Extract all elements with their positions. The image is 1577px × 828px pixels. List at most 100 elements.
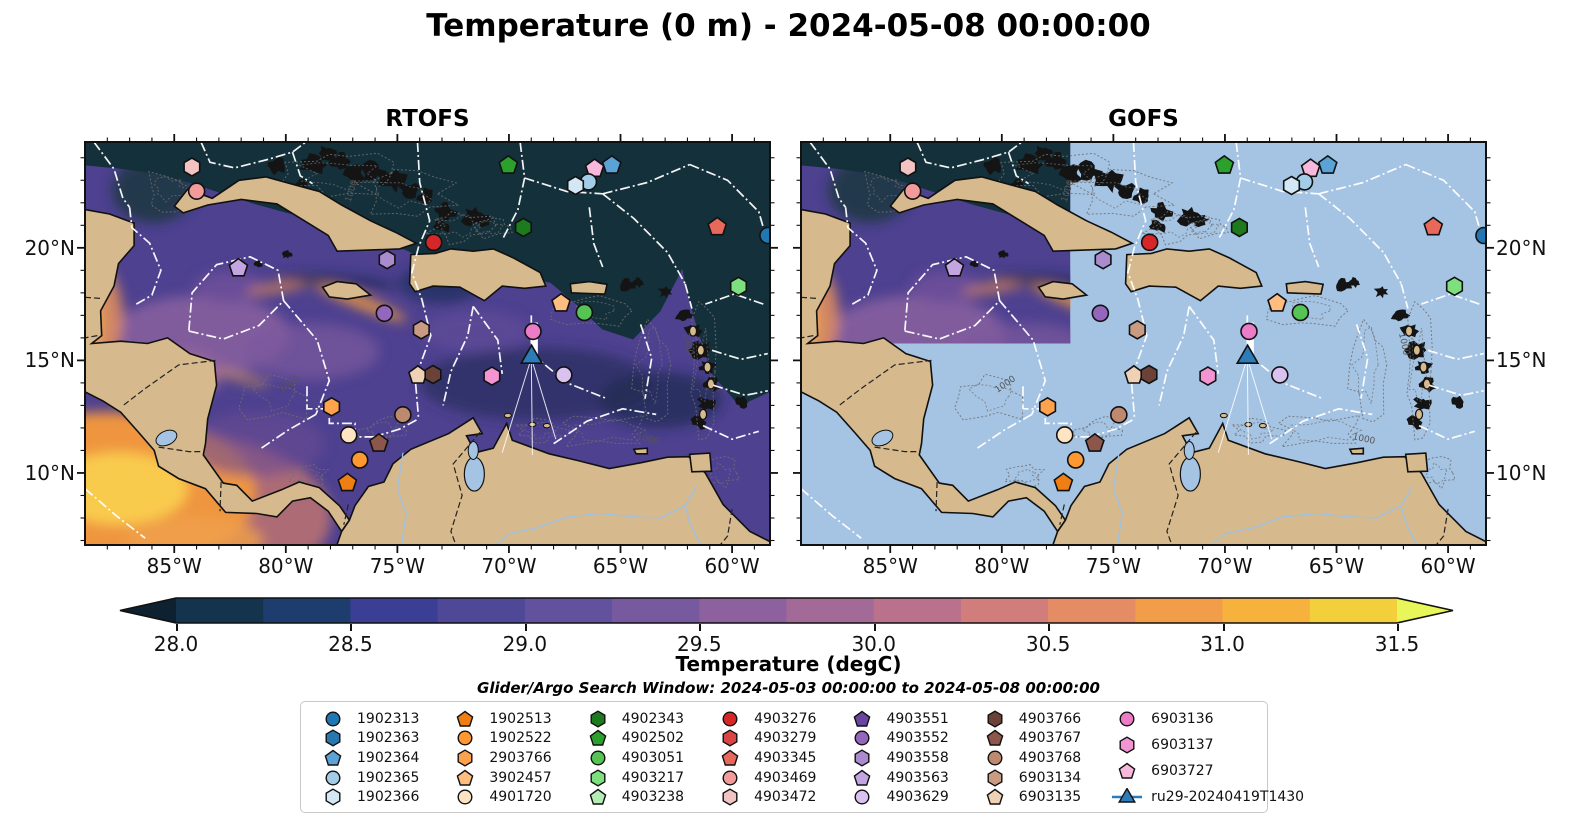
colorbar-tick-label: 29.0 <box>502 632 548 656</box>
legend-item-label: 4902343 <box>621 710 685 727</box>
pentagon-marker-icon <box>456 710 474 727</box>
legend-title: Glider/Argo Search Window: 2024-05-03 00… <box>477 679 1100 697</box>
legend-column: 4903276 4903279 4903345 4903469 4903472 <box>714 709 816 807</box>
legend-item-label: 4903217 <box>621 769 685 786</box>
legend-item: 4903563 <box>846 768 949 788</box>
legend-item: 4903345 <box>714 748 816 768</box>
pentagon-marker-icon <box>589 788 607 805</box>
hexagon-marker-icon <box>590 769 606 787</box>
pentagon-marker-icon <box>589 730 607 747</box>
hexagon-marker-icon <box>722 729 738 747</box>
legend-item: 1902313 <box>317 709 419 729</box>
colorbar-tick <box>873 624 876 631</box>
x-tick-label-right: 70°W <box>1197 554 1253 578</box>
map-marker-4903469 <box>903 182 922 200</box>
x-tick-label-right: 85°W <box>862 554 918 578</box>
legend-item-label: 1902365 <box>357 769 420 786</box>
legend-item: 4903551 <box>846 709 949 729</box>
map-marker-6903136 <box>524 322 542 341</box>
x-tick-label-right: 60°W <box>1420 554 1476 578</box>
map-marker-4903469 <box>187 182 206 200</box>
legend-item-label: 3902457 <box>489 769 552 786</box>
depth-contour-label: 1000 <box>636 432 661 447</box>
legend-item: 4902502 <box>582 729 684 749</box>
circle-marker-icon <box>457 730 473 746</box>
map-marker-1902513 <box>1053 472 1074 492</box>
legend-item: 6903134 <box>979 768 1081 788</box>
colorbar-tick <box>176 624 178 631</box>
map-marker-4903217 <box>729 276 748 297</box>
map-marker-1902364 <box>601 154 622 174</box>
legend-item-label: ru29-20240419T1430 <box>1151 789 1305 806</box>
pentagon-marker-icon <box>324 749 342 766</box>
legend-item: 1902522 <box>449 729 552 749</box>
map-marker-4902502 <box>498 154 519 174</box>
x-tick-label-left: 65°W <box>592 554 649 578</box>
colorbar-tick-label: 28.0 <box>153 632 199 656</box>
legend-item-label: 4903238 <box>621 789 685 806</box>
colorbar-tick <box>1222 624 1225 631</box>
hexagon-marker-icon <box>1119 736 1135 754</box>
map-marker-ru29-20240419T1430 <box>519 343 544 364</box>
legend-item: 4903629 <box>846 788 949 808</box>
map-marker-1902522 <box>350 451 369 469</box>
hexagon-marker-icon <box>457 749 473 767</box>
pentagon-marker-icon <box>721 749 739 766</box>
map-marker-6903134 <box>412 319 430 340</box>
depth-contour-label: 1000 <box>1352 432 1377 447</box>
legend-item-label: 4903767 <box>1018 730 1082 747</box>
legend-item-label: 6903134 <box>1018 769 1082 786</box>
map-marker-4903276 <box>1140 233 1159 252</box>
map-marker-ru29-20240419T1430 <box>1235 343 1260 364</box>
map-marker-4903629 <box>555 366 573 384</box>
legend-item-label: 6903137 <box>1151 736 1214 753</box>
y-tick-label-right: 20°N <box>1496 235 1547 260</box>
map-marker-6903137 <box>1199 366 1217 387</box>
map-marker-3902457 <box>551 292 572 312</box>
x-tick-label-left: 85°W <box>146 554 202 578</box>
legend-item: 1902513 <box>449 709 552 729</box>
map-marker-1902513 <box>337 472 358 492</box>
legend-item: 4902343 <box>582 709 684 729</box>
legend-item-label: 4903558 <box>886 750 949 766</box>
legend-column: 1902313 1902363 1902364 1902365 1902366 <box>317 709 419 807</box>
legend-item: 4903767 <box>979 729 1081 749</box>
map-marker-1902313 <box>759 226 770 245</box>
legend-item: 6903137 <box>1111 735 1304 755</box>
colorbar-tick <box>350 624 353 631</box>
map-marker-1902364 <box>1317 154 1338 174</box>
hexagon-marker-icon <box>987 769 1003 787</box>
legend-item: 6903136 <box>1111 709 1304 729</box>
legend-item-label: 4901720 <box>489 789 552 806</box>
legend-item-label: 4903345 <box>754 750 817 766</box>
legend-item: ru29-20240419T1430 <box>1111 787 1304 807</box>
legend-item: 4903552 <box>846 729 949 749</box>
legend-item-label: 6903727 <box>1151 763 1214 780</box>
legend-item-label: 2903766 <box>489 750 552 766</box>
legend-item-label: 1902513 <box>489 710 552 727</box>
map-marker-6903136 <box>1240 322 1258 341</box>
legend-item: 4903051 <box>582 748 684 768</box>
panel-title-gofs: GOFS <box>1108 106 1179 132</box>
legend-item: 4901720 <box>449 788 552 808</box>
map-marker-4903472 <box>183 157 201 177</box>
hexagon-marker-icon <box>722 788 738 806</box>
y-tick-label-right: 10°N <box>1496 460 1547 485</box>
legend-item: 4903238 <box>582 788 684 808</box>
map-marker-4903345 <box>707 216 728 236</box>
map-marker-4903563 <box>228 257 249 277</box>
map-marker-4903345 <box>1423 216 1444 236</box>
legend-column: 1902513 1902522 2903766 3902457 4901720 <box>449 709 552 808</box>
map-marker-6903137 <box>483 366 501 387</box>
legend-item-label: 1902364 <box>357 750 420 766</box>
x-tick-label-right: 65°W <box>1308 554 1365 578</box>
pentagon-marker-icon <box>854 710 871 727</box>
legend-item-label: 1902366 <box>357 789 420 806</box>
colorbar-tick-label: 31.5 <box>1374 632 1420 656</box>
legend-item-label: 4903551 <box>886 710 949 727</box>
map-marker-4903552 <box>1091 304 1110 323</box>
legend-item: 1902365 <box>317 768 419 788</box>
legend-item: 4903276 <box>714 709 816 729</box>
circle-marker-icon <box>457 789 473 805</box>
x-tick-label-left: 75°W <box>369 554 425 578</box>
